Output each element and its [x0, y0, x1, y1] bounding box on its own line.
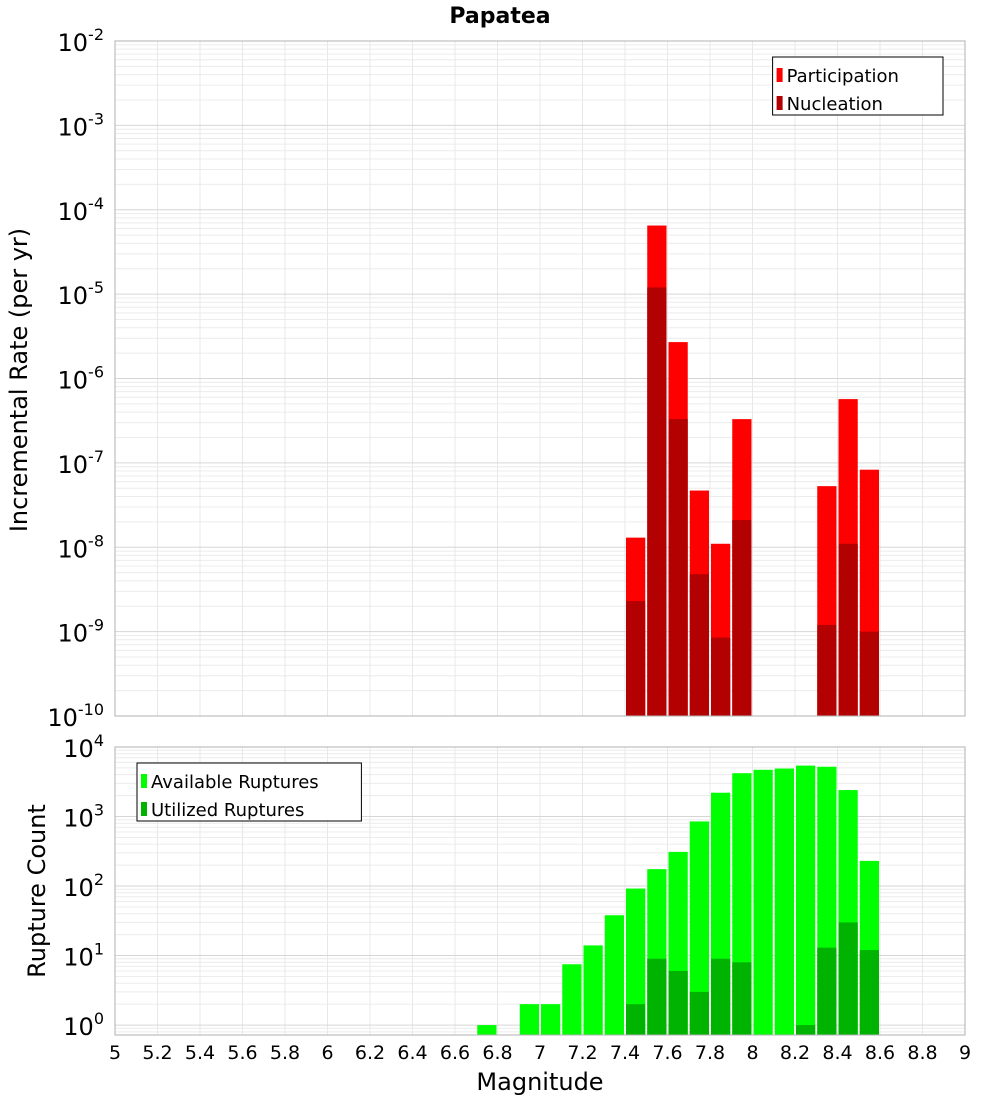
- top-y-tick-label: 10-4: [58, 194, 105, 226]
- bottom-legend-label: Utilized Ruptures: [151, 800, 304, 821]
- x-tick-label: 5.8: [270, 1042, 300, 1064]
- top-bar-series2: [689, 574, 709, 716]
- bottom-y-tick-label: 101: [63, 940, 104, 972]
- bottom-bar-series1: [626, 888, 646, 1035]
- bottom-bar-series1: [583, 945, 603, 1035]
- top-legend-label: Participation: [787, 66, 899, 87]
- top-bar-series2: [732, 520, 752, 716]
- bottom-bar-series2: [626, 1004, 646, 1035]
- x-tick-label: 5.6: [227, 1042, 257, 1064]
- bottom-plot-frame: [114, 746, 966, 1036]
- x-tick-label: 5.2: [142, 1042, 172, 1064]
- top-y-axis-label: Incremental Rate (per yr): [5, 228, 33, 532]
- x-axis-label: Magnitude: [476, 1068, 603, 1096]
- top-y-tick-label: 10-5: [58, 278, 105, 310]
- bottom-y-tick-label: 102: [63, 870, 104, 902]
- top-bar-series2: [647, 287, 667, 716]
- x-tick-label: 6.2: [355, 1042, 385, 1064]
- bottom-bar-series1: [604, 915, 624, 1035]
- bottom-bar-series1: [796, 765, 816, 1035]
- top-legend: Participation Nucleation: [772, 56, 944, 116]
- bottom-bar-series2: [668, 970, 688, 1035]
- x-tick-label: 8.8: [907, 1042, 937, 1064]
- x-tick-label: 7.2: [567, 1042, 597, 1064]
- top-bar-series2: [859, 631, 879, 716]
- x-tick-label: 5.4: [185, 1042, 215, 1064]
- bottom-bar-series2: [711, 958, 731, 1035]
- x-tick-label: 5: [109, 1042, 121, 1064]
- bottom-bar-series1: [774, 768, 794, 1035]
- bottom-bar-series2: [838, 922, 858, 1035]
- x-tick-label: 8.2: [780, 1042, 810, 1064]
- top-bar-series2: [668, 419, 688, 716]
- bottom-bar-series2: [647, 958, 667, 1035]
- x-tick-label: 9: [959, 1042, 971, 1064]
- top-legend-box: [772, 56, 944, 116]
- x-tick-label: 7.6: [652, 1042, 682, 1064]
- top-legend-label: Nucleation: [787, 94, 883, 115]
- bottom-y-tick-label: 104: [63, 731, 104, 763]
- bottom-bar-series2: [859, 950, 879, 1035]
- x-tick-label: 8: [746, 1042, 758, 1064]
- bottom-bar-series1: [689, 821, 709, 1035]
- x-tick-label: 7.4: [610, 1042, 640, 1064]
- bottom-bar-series1: [519, 1004, 539, 1035]
- top-bar-series2: [817, 624, 837, 716]
- bottom-y-tick-label: 103: [63, 801, 104, 833]
- bottom-bar-series1: [477, 1025, 497, 1035]
- chart-title: Papatea: [449, 4, 550, 29]
- x-tick-label: 6.6: [440, 1042, 470, 1064]
- bottom-legend-label: Available Ruptures: [151, 772, 319, 793]
- x-tick-label: 8.6: [865, 1042, 895, 1064]
- top-y-tick-label: 10-8: [58, 531, 105, 563]
- bottom-bar-series2: [689, 991, 709, 1035]
- top-panel: 10-2 10-3 10-4 10-5 10-6 10-7 10-8 10-9 10-10 Par…: [47, 25, 966, 732]
- bottom-bar-series1: [753, 769, 773, 1035]
- top-y-tick-label: 10-10: [47, 700, 104, 732]
- top-bar-series2: [711, 637, 731, 716]
- top-y-tick-label: 10-6: [58, 363, 105, 395]
- top-y-tick-label: 10-7: [58, 447, 105, 479]
- bottom-bar-series1: [562, 964, 582, 1035]
- x-tick-label: 7.8: [695, 1042, 725, 1064]
- bottom-y-tick-label: 100: [63, 1009, 104, 1041]
- x-tick-label: 6: [321, 1042, 333, 1064]
- bottom-panel: 104 103 102 101 100 Available Ruptures Utilize…: [63, 731, 966, 1041]
- top-y-tick-label: 10-2: [58, 25, 105, 57]
- top-legend-swatch: [776, 68, 783, 82]
- x-tick-label: 6.4: [397, 1042, 427, 1064]
- top-legend-swatch: [776, 96, 783, 110]
- bottom-legend-box: [136, 762, 362, 822]
- bottom-bar-series2: [796, 1025, 816, 1035]
- x-tick-label: 6.8: [482, 1042, 512, 1064]
- bottom-legend: Available Ruptures Utilized Ruptures: [136, 762, 362, 822]
- top-bar-series2: [838, 543, 858, 716]
- bottom-legend-swatch: [141, 802, 147, 816]
- top-y-tick-label: 10-9: [58, 616, 105, 648]
- bottom-y-axis-label: Rupture Count: [23, 804, 51, 978]
- top-plot-frame: [114, 40, 966, 717]
- x-tick-label: 8.4: [822, 1042, 852, 1064]
- bottom-bar-series2: [817, 947, 837, 1035]
- top-y-tick-label: 10-3: [58, 109, 105, 141]
- bottom-bar-series1: [541, 1004, 561, 1035]
- bottom-bar-series2: [732, 962, 752, 1035]
- x-tick-label: 7: [534, 1042, 546, 1064]
- bottom-legend-swatch: [141, 774, 147, 788]
- top-bar-series2: [626, 601, 646, 716]
